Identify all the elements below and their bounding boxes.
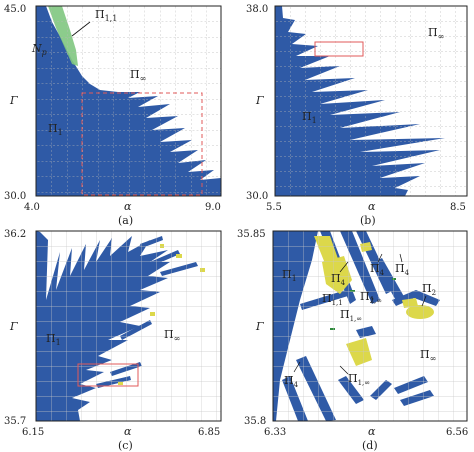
panel-a-label-np: N [31,42,42,55]
panel-a-label-p1: Π [48,122,58,135]
panel-b: Π∞ Π1 38.0 30.0 Γ 5.5 8.5 α (b) [246,4,468,227]
svg-text:Π4: Π4 [284,374,299,389]
panel-d-label-p4a: Π [331,272,341,285]
panel-d-label-p4b: Π [370,262,380,275]
panel-b-xtick-left: 5.5 [266,202,282,213]
panel-d-label-p2: Π [422,282,432,295]
panel-d-xtick-right: 6.56 [446,427,468,438]
panel-d-label-pinf-sub: ∞ [430,354,437,363]
panel-a-label-np-sub: p [42,48,47,57]
svg-text:Π∞: Π∞ [130,68,146,83]
panel-d-label-p4b-sub: 4 [380,269,385,277]
panel-a-label-pinf: Π [130,68,140,81]
panel-c-xlabel: α [124,425,132,438]
panel-d-label-p4a-sub: 4 [341,279,346,287]
panel-b-label-p1-sub: 1 [312,116,317,125]
panel-b-grid [275,6,467,196]
panel-b-label-pinf: Π [428,26,438,39]
panel-c-ytick-top: 36.2 [4,229,26,240]
svg-text:Π2: Π2 [422,282,436,297]
svg-text:Π2,∞: Π2,∞ [360,290,382,305]
svg-text:Π1,1: Π1,1 [322,292,343,307]
panel-c-label-p1-sub: 1 [56,338,61,347]
panel-a-grid [36,6,221,196]
svg-text:Π1,∞: Π1,∞ [340,308,362,323]
panel-b-label-p1: Π [302,110,312,123]
panel-d-label-p11: Π [322,292,332,305]
panel-a-label-p11-sub: 1,1 [105,14,118,23]
panel-d-label-p1inf-b: Π [348,372,358,385]
panel-d-ytick-top: 35.85 [237,229,266,240]
panel-d-label-p4c: Π [395,262,405,275]
panel-c-ytick-bottom: 35.7 [4,416,26,427]
panel-b-caption: (b) [360,214,376,227]
panel-a: Π1,1 Np Π∞ Π1 45.0 30.0 Γ 4.0 9.0 α (a) [4,4,222,227]
svg-text:Π1: Π1 [302,110,317,125]
panel-b-ytick-top: 38.0 [246,4,268,15]
panel-b-label-pinf-sub: ∞ [438,32,445,41]
panel-c-xtick-right: 6.85 [198,427,220,438]
panel-a-zoom-box [81,92,203,196]
panel-a-label-p1-sub: 1 [58,128,63,137]
panel-b-ytick-bottom: 30.0 [246,191,268,202]
panel-c-zoom-box [77,363,139,387]
panel-d-label-p2inf: Π [360,290,370,303]
panel-d-label-p1: Π [282,268,292,281]
panel-c-label-pinf-sub: ∞ [174,334,181,343]
panel-d-label-p1inf-a-sub: 1,∞ [350,315,363,323]
panel-a-ytick-top: 45.0 [4,4,26,15]
panel-c-label-p1: Π [46,332,56,345]
panel-d-ylabel: Γ [255,320,264,333]
svg-text:Π∞: Π∞ [420,348,436,363]
svg-text:Π1: Π1 [46,332,61,347]
panel-d-label-p1inf-a: Π [340,308,350,321]
panel-d-label-p2inf-sub: 2,∞ [370,297,383,305]
panel-d-xlabel: α [368,425,376,438]
svg-text:Π4: Π4 [370,262,385,277]
panel-d-leader-lines [293,253,427,375]
panel-d-label-p1-sub: 1 [292,274,297,283]
panel-b-zoom-box [314,41,364,57]
svg-text:Π1,1: Π1,1 [95,8,117,23]
panel-d-label-p11-sub: 1,1 [332,299,343,307]
panel-d-ytick-bottom: 35.8 [244,416,266,427]
panel-d-label-pinf: Π [420,348,430,361]
panel-d-caption: (d) [362,439,378,452]
panel-d: Π1 Π4 Π4 Π4 Π1,1 Π2,∞ Π2 Π1,∞ Π∞ Π4 Π1,∞ [237,229,468,452]
panel-c-xtick-left: 6.15 [22,427,44,438]
svg-text:Π1: Π1 [282,268,297,283]
panel-d-label-p4-lower: Π [284,374,294,387]
svg-text:Π∞: Π∞ [428,26,444,41]
panel-a-caption: (a) [118,214,133,227]
panel-a-ytick-bottom: 30.0 [4,191,26,202]
svg-text:Np: Np [31,42,47,57]
panel-d-label-p1inf-b-sub: 1,∞ [358,379,371,387]
panel-a-label-pinf-sub: ∞ [140,74,147,83]
panel-c: Π1 Π∞ 36.2 35.7 Γ 6.15 6.85 α (c) [4,229,222,452]
svg-text:Π∞: Π∞ [164,328,180,343]
panel-d-label-p4-lower-sub: 4 [294,381,299,389]
svg-text:Π4: Π4 [331,272,346,287]
panel-c-grid [36,231,221,421]
panel-a-ylabel: Γ [9,94,18,107]
svg-text:Π1,∞: Π1,∞ [348,372,370,387]
panel-a-xtick-left: 4.0 [24,202,40,213]
panel-a-xlabel: α [124,200,132,213]
panel-b-ylabel: Γ [255,94,264,107]
panel-b-xtick-right: 8.5 [450,202,466,213]
panel-d-grid [273,231,467,421]
panel-d-label-p2-sub: 2 [432,289,436,297]
panel-c-ylabel: Γ [9,320,18,333]
panel-d-label-p4c-sub: 4 [405,269,410,277]
panel-d-xtick-left: 6.33 [264,427,286,438]
panel-c-caption: (c) [118,439,133,452]
panel-b-xlabel: α [368,200,376,213]
svg-text:Π1: Π1 [48,122,63,137]
panel-a-xtick-right: 9.0 [205,202,221,213]
panel-a-label-p11: Π [95,8,105,21]
svg-text:Π4: Π4 [395,262,410,277]
panel-c-label-pinf: Π [164,328,174,341]
